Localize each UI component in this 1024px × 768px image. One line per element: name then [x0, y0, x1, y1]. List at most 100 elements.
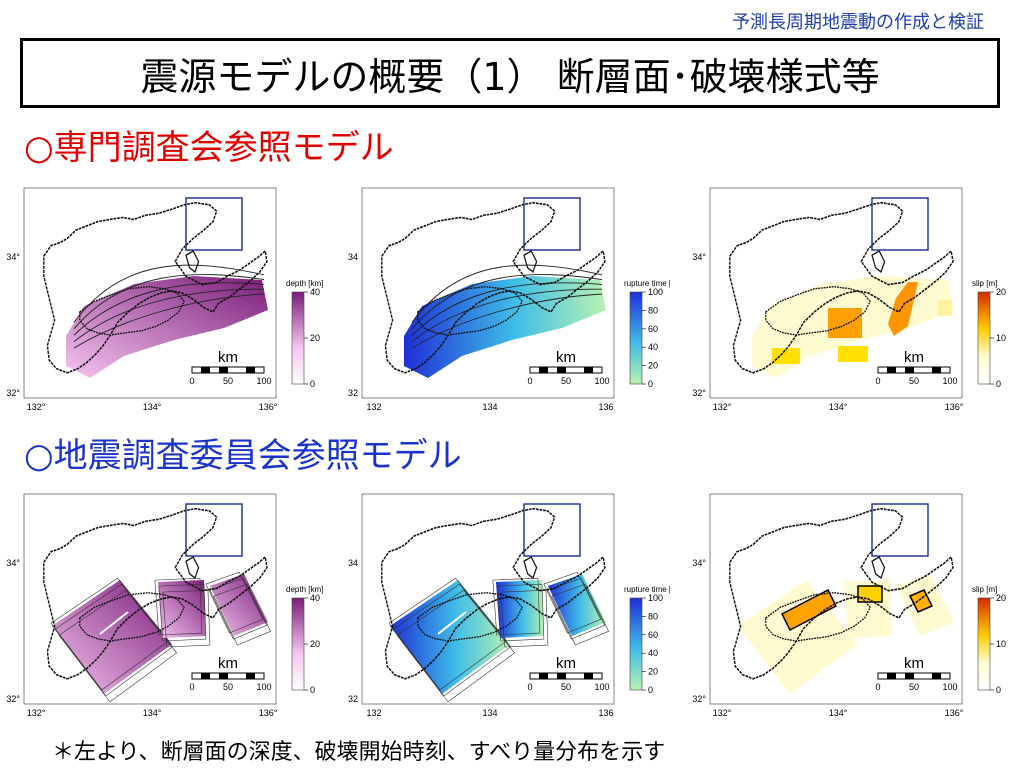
- region-box: [871, 503, 929, 557]
- section-heading-2: ○地震調査委員会参照モデル: [24, 436, 462, 476]
- scale-bar-segment: [539, 367, 548, 373]
- slip-asperity: [938, 300, 952, 316]
- panel-2-slip: km 0 50 100 132° 134° 136° 34° 32° slip [m] 20 10 0: [688, 488, 1018, 728]
- region-box: [523, 503, 581, 557]
- colorbar-tick-label: 0: [648, 685, 653, 695]
- region-box: [871, 197, 929, 251]
- scale-bar-segment: [905, 673, 914, 679]
- page-title-box: 震源モデルの概要（1） 断層面･破壊様式等: [20, 38, 1000, 108]
- scale-bar-segment: [201, 673, 210, 679]
- scale-bar-tick: 0: [875, 376, 880, 386]
- colorbar-tick-label: 10: [996, 333, 1006, 343]
- colorbar: [291, 291, 305, 385]
- panel-2-depth: km 0 50 100 132° 134° 136° 34° 32° depth [km] 40 20…: [2, 488, 332, 728]
- x-tick-label: 134°: [143, 708, 162, 718]
- scale-bar-tick: 50: [223, 682, 233, 692]
- plot-content: [381, 197, 606, 378]
- fault-plane: [404, 276, 606, 378]
- y-tick-label: 32°: [692, 388, 706, 398]
- contour-line: [58, 589, 178, 703]
- contour-line: [162, 589, 211, 648]
- colorbar-label: slip [m]: [972, 585, 997, 594]
- coastline-group: [381, 201, 606, 374]
- y-tick-label: 34°: [6, 558, 20, 568]
- x-tick-label: 136°: [259, 708, 278, 718]
- scale-bar-tick: 100: [594, 682, 609, 692]
- x-tick-label: 136: [598, 402, 613, 412]
- coastline-awaji: [871, 250, 886, 274]
- colorbar-tick-label: 80: [648, 611, 658, 621]
- contour-line: [543, 571, 602, 634]
- contour-line: [496, 583, 545, 642]
- fault-segment: [496, 580, 544, 638]
- fault-plane: [66, 276, 268, 378]
- x-tick-label: 134°: [829, 708, 848, 718]
- scale-bar-tick: 50: [909, 376, 919, 386]
- chart-svg-3: km 0 50 100 132° 134° 136° 34° 32° depth [km]40 20…: [6, 493, 323, 718]
- contour-line: [500, 589, 549, 648]
- colorbar-tick-label: 40: [648, 342, 658, 352]
- slip-asperity: [772, 348, 800, 364]
- contour-line: [547, 577, 606, 640]
- page-title: 震源モデルの概要（1） 断層面･破壊様式等: [140, 54, 880, 99]
- x-tick-label: 136°: [945, 708, 964, 718]
- colorbar: [977, 291, 991, 385]
- coastline: [43, 201, 268, 374]
- scale-bar-tick: 50: [909, 682, 919, 692]
- contour-line: [492, 577, 541, 636]
- coastline: [729, 507, 954, 680]
- contour-line: [411, 282, 603, 336]
- x-tick-label: 132°: [713, 708, 732, 718]
- scale-bar-segment: [246, 367, 255, 373]
- coastline-awaji: [523, 250, 538, 274]
- y-tick-label: 34°: [692, 558, 706, 568]
- header-top-right: 予測長周期地震動の作成と検証: [732, 12, 984, 33]
- scale-bar-unit: km: [904, 349, 924, 366]
- scale-bar-tick: 0: [527, 376, 532, 386]
- coastline-shikoku: [417, 285, 523, 336]
- scale-bar-segment: [219, 367, 228, 373]
- colorbar-tick-label: 20: [310, 639, 320, 649]
- plot-content: [43, 503, 272, 703]
- hypocenter-line: [437, 611, 467, 635]
- scale-bar-tick: 100: [256, 682, 271, 692]
- colorbar-tick-label: 0: [996, 379, 1001, 389]
- scale-bar-tick: 100: [942, 376, 957, 386]
- colorbar-label: depth [km]: [286, 279, 323, 288]
- plot-content: [729, 197, 954, 378]
- region-box: [185, 503, 243, 557]
- contour-line: [73, 282, 265, 336]
- colorbar-tick-label: 20: [996, 593, 1006, 603]
- coastline-awaji: [523, 556, 538, 580]
- slip-asperity: [780, 588, 838, 632]
- colorbar-tick-label: 100: [648, 287, 663, 297]
- plot-content: [381, 503, 610, 703]
- colorbar-tick-label: 40: [310, 593, 320, 603]
- contour-line: [73, 274, 265, 330]
- colorbar-tick-label: 20: [310, 333, 320, 343]
- colorbar-tick-label: 20: [996, 287, 1006, 297]
- scale-bar-tick: 50: [561, 682, 571, 692]
- contour-line: [205, 571, 264, 634]
- scale-bar-segment: [932, 367, 941, 373]
- scale-bar-unit: km: [556, 655, 576, 672]
- colorbar-tick-label: 0: [648, 379, 653, 389]
- colorbar-tick-label: 20: [648, 667, 658, 677]
- scale-bar-tick: 0: [189, 682, 194, 692]
- coastline-shikoku: [79, 285, 185, 336]
- scale-bar-segment: [887, 367, 896, 373]
- colorbar-tick-label: 0: [310, 379, 315, 389]
- coastline-shikoku: [765, 285, 871, 336]
- scale-bar-tick: 50: [561, 376, 571, 386]
- coastline-shikoku: [417, 591, 523, 642]
- slip-asperity: [838, 346, 868, 362]
- colorbar: [291, 597, 305, 691]
- contour-line: [158, 583, 207, 642]
- scale-bar-segment: [557, 673, 566, 679]
- y-tick-label: 32°: [6, 388, 20, 398]
- plot-content: [729, 503, 954, 694]
